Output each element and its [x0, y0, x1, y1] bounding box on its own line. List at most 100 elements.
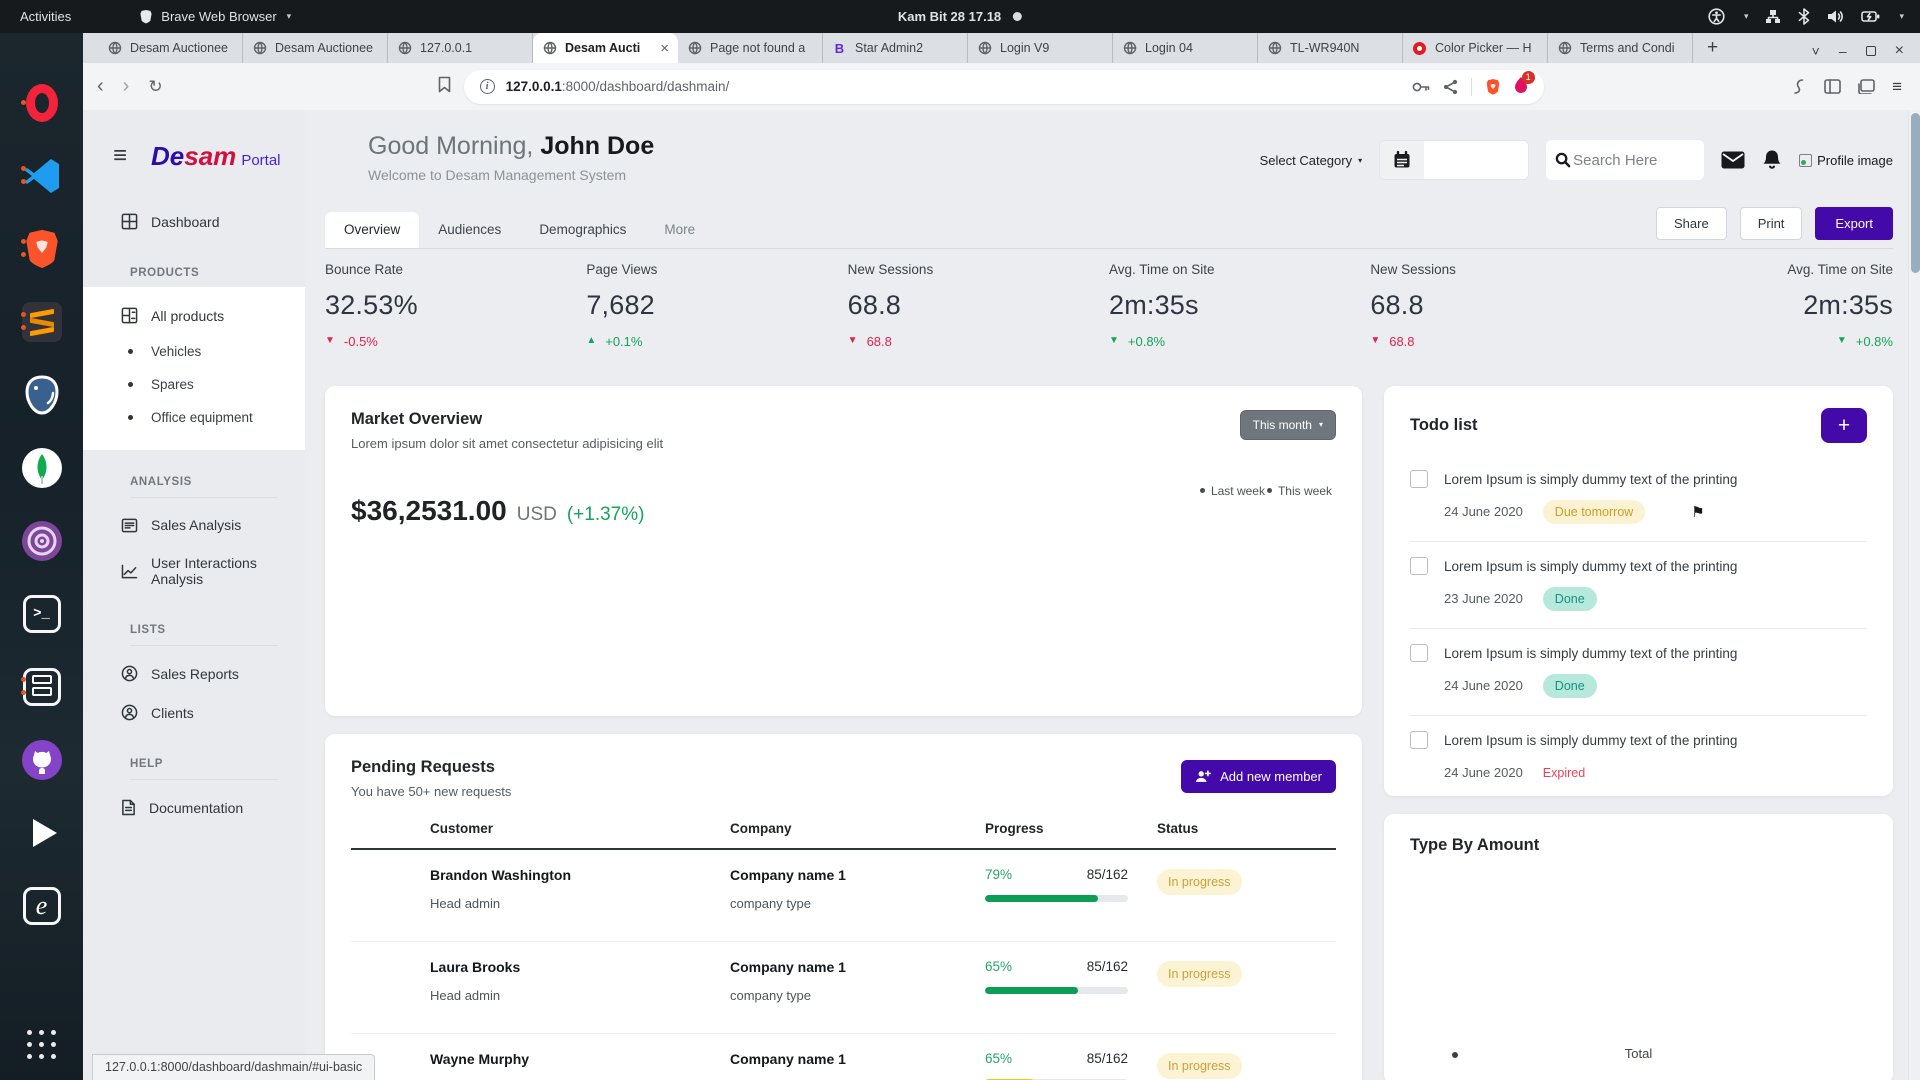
browser-tab[interactable]: 127.0.0.1: [388, 33, 533, 63]
browser-menu-icon[interactable]: ≡: [1892, 77, 1902, 97]
table-row[interactable]: Laura BrooksHead admin Company name 1com…: [351, 942, 1336, 1034]
flag-icon[interactable]: ⚑: [1691, 503, 1704, 521]
maximize-button[interactable]: [1866, 46, 1876, 56]
browser-tab-active[interactable]: Desam Aucti×: [533, 33, 678, 63]
table-row[interactable]: Wayne MurphyHead admin Company name 1com…: [351, 1034, 1336, 1080]
customer-role: Head admin: [430, 896, 721, 911]
sidebar-subitem-vehicles[interactable]: Vehicles: [83, 335, 305, 368]
tab-more[interactable]: More: [645, 212, 714, 248]
todo-checkbox[interactable]: [1410, 731, 1428, 749]
dock-item-github-desktop[interactable]: [18, 736, 66, 784]
show-applications-button[interactable]: [18, 1020, 66, 1068]
new-tab-button[interactable]: +: [1707, 37, 1718, 59]
range-dropdown-button[interactable]: This month▾: [1240, 410, 1336, 440]
tab-audiences[interactable]: Audiences: [419, 212, 520, 248]
browser-tab[interactable]: Desam Auctionee: [98, 33, 243, 63]
back-icon[interactable]: ‹: [97, 75, 104, 98]
sidebar-item-sales-reports[interactable]: Sales Reports: [83, 654, 305, 693]
close-window-button[interactable]: ×: [1895, 43, 1904, 59]
share-icon[interactable]: [1443, 79, 1458, 95]
browser-tab[interactable]: Page not found a: [678, 33, 823, 63]
dock-item-postgresql[interactable]: [18, 371, 66, 419]
share-button[interactable]: Share: [1656, 207, 1727, 240]
sidebar-item-clients[interactable]: Clients: [83, 693, 305, 732]
browser-window: Desam Auctionee Desam Auctionee 127.0.0.…: [83, 33, 1920, 1080]
sidebar-item-all-products[interactable]: All products: [83, 296, 305, 335]
clock[interactable]: Kam Bit 28 17.18: [898, 9, 1022, 24]
sidebar-item-sales-analysis[interactable]: Sales Analysis: [83, 506, 305, 544]
brand-logo[interactable]: DesamPortal: [151, 141, 280, 172]
toolbar-actions: ≡: [1790, 77, 1906, 97]
print-button[interactable]: Print: [1740, 207, 1803, 240]
dock-item-terminal[interactable]: >_: [18, 590, 66, 638]
tab-search-icon[interactable]: ˅: [1812, 44, 1820, 58]
app-menu[interactable]: Brave Web Browser ▾: [139, 9, 291, 24]
scrollbar-thumb[interactable]: [1911, 113, 1920, 273]
dock-item-mongodb[interactable]: [18, 444, 66, 492]
search-input[interactable]: [1573, 152, 1704, 169]
dock-item-brave[interactable]: [18, 225, 66, 273]
add-new-member-button[interactable]: Add new member: [1181, 760, 1336, 793]
browser-tab[interactable]: Terms and Condi: [1548, 33, 1693, 63]
forward-icon[interactable]: ›: [123, 75, 130, 98]
dock-item-media-player[interactable]: [18, 809, 66, 857]
bell-icon[interactable]: [1762, 149, 1782, 171]
dock-item-opera[interactable]: [18, 79, 66, 127]
add-todo-button[interactable]: +: [1821, 408, 1867, 443]
tab-title: Star Admin2: [855, 41, 958, 55]
activities-button[interactable]: Activities: [0, 0, 91, 33]
system-tray[interactable]: ▾ ▾: [1708, 8, 1920, 25]
sidebar-subitem-spares[interactable]: Spares: [83, 368, 305, 401]
leo-ai-icon[interactable]: [1790, 78, 1807, 95]
app-menu-label: Brave Web Browser: [161, 9, 276, 24]
calendar-button[interactable]: [1380, 141, 1424, 179]
dock-item-sublime-text[interactable]: [18, 298, 66, 346]
progress-percent: 79%: [985, 867, 1012, 882]
reload-icon[interactable]: ↻: [148, 77, 162, 97]
password-key-icon[interactable]: [1412, 81, 1430, 93]
todo-item: Lorem Ipsum is simply dummy text of the …: [1410, 455, 1867, 541]
market-title-block: Market Overview Lorem ipsum dolor sit am…: [351, 410, 663, 451]
header-controls: Select Category▾ Profile ima: [1260, 140, 1893, 180]
dock-item-vscode[interactable]: [18, 152, 66, 200]
dock-item-e-app[interactable]: e: [18, 882, 66, 930]
browser-tab[interactable]: TL-WR940N: [1258, 33, 1403, 63]
todo-checkbox[interactable]: [1410, 470, 1428, 488]
bookmark-icon[interactable]: [437, 76, 452, 98]
select-category-dropdown[interactable]: Select Category▾: [1260, 153, 1363, 168]
dock-item-tor-browser[interactable]: [18, 517, 66, 565]
sidebar-panel-icon[interactable]: [1824, 79, 1841, 94]
browser-tab[interactable]: BStar Admin2: [823, 33, 968, 63]
mail-icon[interactable]: [1721, 151, 1745, 169]
table-row[interactable]: Brandon WashingtonHead admin Company nam…: [351, 850, 1336, 942]
close-tab-icon[interactable]: ×: [660, 41, 669, 56]
sidebar-item-documentation[interactable]: Documentation: [83, 788, 305, 827]
tab-demographics[interactable]: Demographics: [520, 212, 645, 248]
minimize-button[interactable]: –: [1839, 44, 1847, 58]
browser-tab[interactable]: Desam Auctionee: [243, 33, 388, 63]
sidebar-item-user-interactions-analysis[interactable]: User Interactions Analysis: [83, 544, 305, 598]
brave-shield-icon[interactable]: [1485, 78, 1501, 96]
url-text[interactable]: 127.0.0.1:8000/dashboard/dashmain/: [506, 79, 730, 94]
export-button[interactable]: Export: [1815, 207, 1893, 240]
sidebar-subitem-office-equipment[interactable]: Office equipment: [83, 401, 305, 434]
card-title: Market Overview: [351, 410, 663, 429]
browser-tab[interactable]: Login V9: [968, 33, 1113, 63]
todo-checkbox[interactable]: [1410, 644, 1428, 662]
sidebar-item-dashboard[interactable]: Dashboard: [83, 202, 305, 241]
browser-tab[interactable]: Color Picker — H: [1403, 33, 1548, 63]
tab-overview[interactable]: Overview: [325, 212, 419, 248]
date-input[interactable]: [1424, 141, 1528, 179]
reading-list-icon[interactable]: [1858, 79, 1875, 94]
dock-item-file-manager[interactable]: [18, 663, 66, 711]
profile-menu[interactable]: Profile image: [1799, 153, 1893, 168]
greeting-block: Good Morning, John Doe Welcome to Desam …: [368, 132, 654, 183]
page-scrollbar[interactable]: [1908, 110, 1920, 1080]
site-info-icon[interactable]: i: [480, 79, 495, 94]
todo-checkbox[interactable]: [1410, 557, 1428, 575]
menu-toggle-icon[interactable]: ≡: [113, 142, 127, 170]
customer-name: Wayne Murphy: [430, 1051, 721, 1067]
adblock-extension-icon[interactable]: 1: [1514, 76, 1528, 98]
browser-tab[interactable]: Login 04: [1113, 33, 1258, 63]
omnibox[interactable]: i 127.0.0.1:8000/dashboard/dashmain/ 1: [464, 70, 1544, 104]
